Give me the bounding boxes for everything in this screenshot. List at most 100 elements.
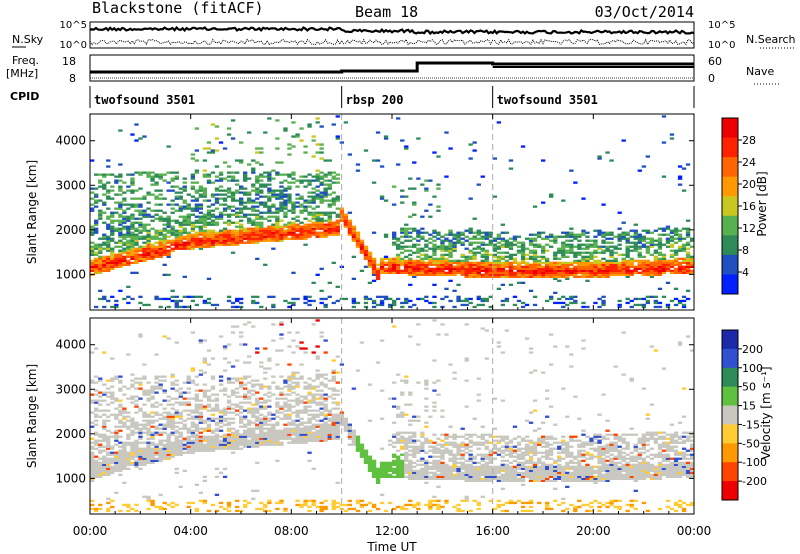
heatmap-cell [126,235,131,238]
heatmap-cell [214,493,220,496]
heatmap-cell [355,169,361,172]
heatmap-cell [448,263,453,266]
heatmap-cell [226,241,232,244]
heatmap-cell [367,263,373,266]
heatmap-cell [243,231,248,234]
heatmap-cell [194,235,200,238]
heatmap-cell [295,403,300,406]
heatmap-cell [311,435,316,438]
heatmap-cell [255,507,260,511]
heatmap-cell [138,213,143,216]
heatmap-cell [669,271,675,274]
heatmap-cell [194,207,200,210]
heatmap-cell [186,391,191,394]
heatmap-cell [432,245,437,248]
heatmap-cell [226,503,232,507]
heatmap-cell [154,401,159,404]
heatmap-cell [158,229,163,232]
heatmap-cell [468,269,473,272]
heatmap-cell [569,239,574,242]
heatmap-cell [569,247,574,250]
heatmap-cell [190,411,196,414]
heatmap-cell [303,387,308,390]
heatmap-cell [351,441,357,444]
heatmap-cell [396,433,401,436]
heatmap-cell [283,507,288,511]
heatmap-cell [553,255,558,258]
heatmap-cell [323,435,328,438]
heatmap-cell [279,321,284,324]
heatmap-cell [186,215,191,218]
heatmap-cell [347,225,353,228]
heatmap-cell [218,419,224,422]
heatmap-cell [553,241,558,244]
heatmap-cell [287,437,292,440]
heatmap-cell [633,303,638,307]
heatmap-cell [275,231,280,234]
heatmap-cell [319,177,324,180]
heatmap-cell [468,251,473,254]
heatmap-cell [158,441,163,444]
heatmap-cell [669,263,675,266]
heatmap-cell [114,219,119,222]
date-title: 03/Oct/2014 [595,3,694,21]
heatmap-cell [303,439,308,442]
heatmap-cell [166,297,171,301]
heatmap-cell [331,423,336,426]
heatmap-cell [134,243,139,246]
heatmap-cell [162,439,167,442]
heatmap-cell [114,431,119,434]
heatmap-cell [214,217,220,220]
heatmap-cell [194,237,200,240]
heatmap-cell [263,201,268,204]
heatmap-cell [601,269,606,272]
heatmap-cell [315,435,320,438]
heatmap-cell [500,265,506,268]
heatmap-cell [275,441,280,444]
heatmap-cell [142,451,147,454]
heatmap-cell [271,413,276,416]
heatmap-cell [206,173,212,176]
heatmap-cell [375,277,381,280]
heatmap-cell [255,445,260,448]
heatmap-cell [222,419,228,422]
heatmap-cell [512,273,518,276]
heatmap-cell [476,229,481,232]
heatmap-cell [396,117,401,120]
heatmap-cell [641,303,647,307]
heatmap-cell [94,243,99,246]
heatmap-cell [130,383,135,386]
heatmap-cell [251,445,256,448]
heatmap-cell [239,419,244,422]
heatmap-cell [412,267,417,270]
heatmap-cell [323,409,328,412]
heatmap-cell [90,265,95,268]
heatmap-cell [444,253,449,256]
heatmap-cell [685,271,691,274]
heatmap-cell [637,251,642,254]
heatmap-cell [259,361,264,364]
heatmap-cell [267,179,272,182]
heatmap-cell [98,449,103,452]
heatmap-cell [597,305,602,309]
heatmap-cell [685,163,691,166]
heatmap-cell [657,273,663,276]
heatmap-cell [516,251,522,254]
heatmap-cell [166,305,171,309]
heatmap-cell [130,239,135,242]
heatmap-cell [210,229,216,232]
heatmap-cell [267,433,272,436]
heatmap-cell [122,449,127,452]
heatmap-cell [226,235,232,238]
heatmap-cell [516,241,522,244]
heatmap-cell [150,255,155,258]
heatmap-cell [218,383,224,386]
heatmap-cell [94,475,99,478]
heatmap-cell [303,295,308,298]
heatmap-cell [198,219,204,222]
heatmap-cell [508,237,514,240]
heatmap-cell [295,411,300,414]
heatmap-cell [573,253,578,256]
heatmap-cell [275,193,280,196]
heatmap-cell [355,449,361,452]
